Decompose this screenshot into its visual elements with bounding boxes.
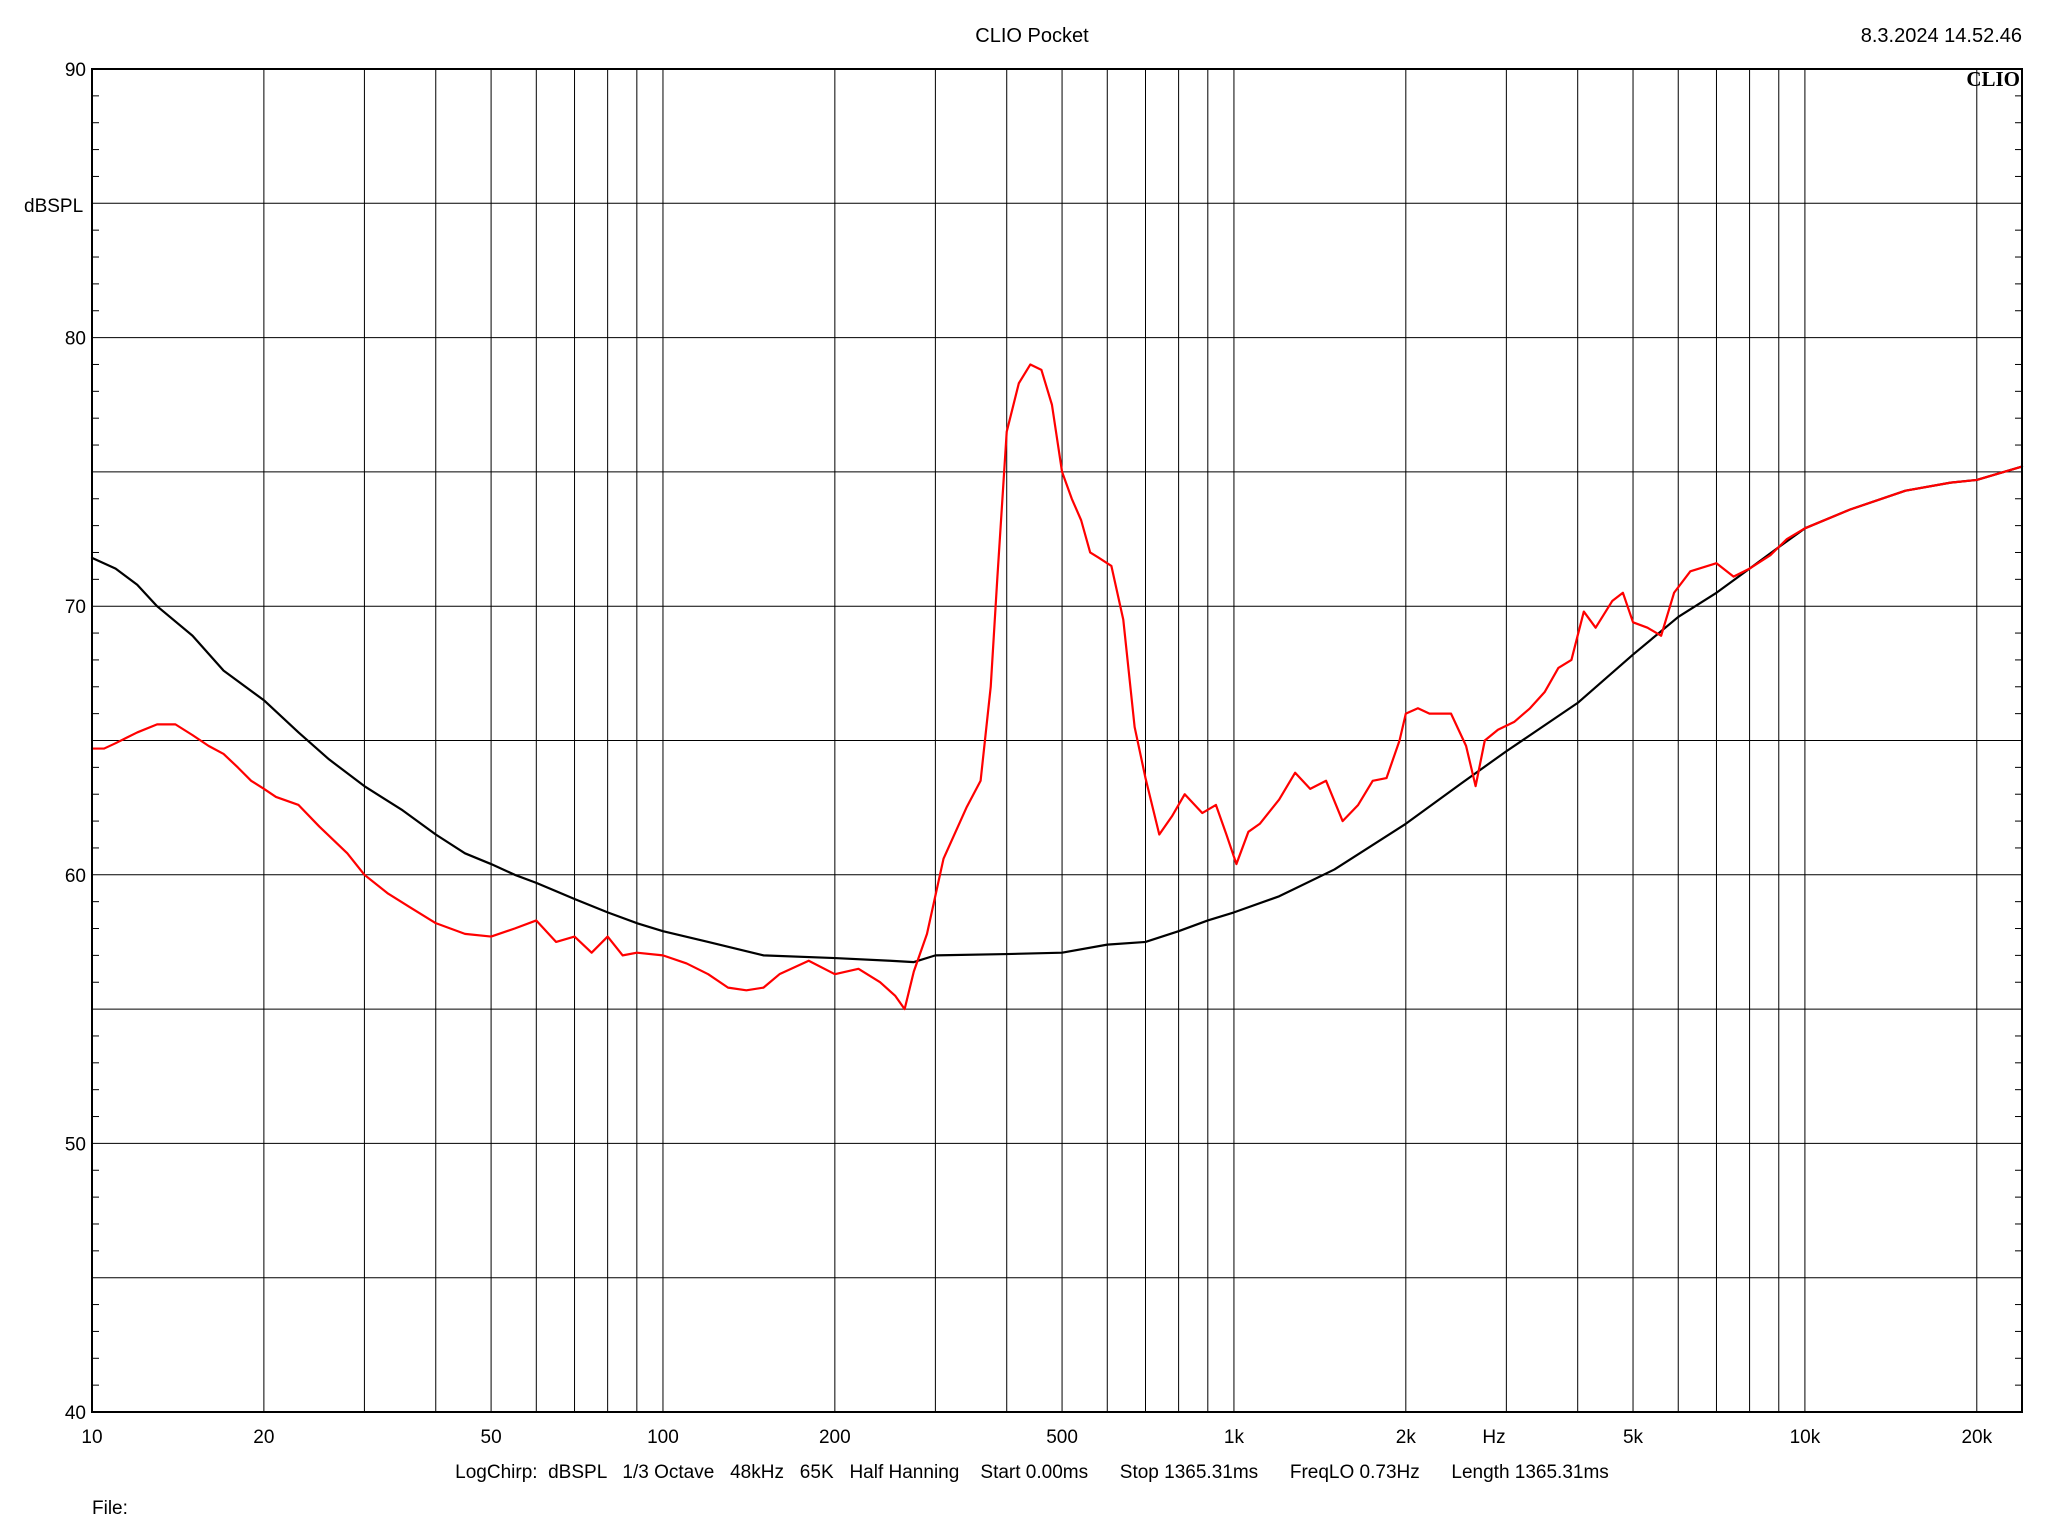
- x-tick-label-50: 50: [481, 1427, 502, 1448]
- x-tick-label-100: 100: [647, 1427, 679, 1448]
- x-tick-label-500: 500: [1046, 1427, 1078, 1448]
- y-tick-label-70: 70: [65, 597, 86, 618]
- x-axis-label: Hz: [1482, 1427, 1505, 1448]
- measurement-settings: LogChirp: dBSPL 1/3 Octave 48kHz 65K Hal…: [455, 1462, 1609, 1483]
- minor-ticks: [92, 95, 2022, 1386]
- x-tick-label-200: 200: [819, 1427, 851, 1448]
- y-tick-label-50: 50: [65, 1134, 86, 1155]
- file-label: File:: [92, 1498, 128, 1519]
- x-tick-label-10k: 10k: [1790, 1427, 1821, 1448]
- timestamp: 8.3.2024 14.52.46: [1861, 25, 2022, 47]
- grid: [92, 69, 2022, 1412]
- x-tick-label-20: 20: [253, 1427, 274, 1448]
- clio-logo: CLIO: [1966, 67, 2020, 91]
- y-tick-labels: 40 50 60 70 80 90: [65, 60, 86, 1424]
- series-line-2: [90, 363, 2024, 1011]
- x-tick-labels: 10 20 50 100 200 500 1k 2k 5k 10k 20k: [81, 1427, 1992, 1448]
- plot-frame: [91, 68, 2023, 1413]
- x-tick-label-10: 10: [81, 1427, 102, 1448]
- y-axis-label: dBSPL: [24, 196, 83, 217]
- y-tick-label-60: 60: [65, 866, 86, 887]
- series-line-1: [90, 465, 2024, 964]
- x-tick-label-5k: 5k: [1623, 1427, 1644, 1448]
- x-tick-label-20k: 20k: [1961, 1427, 1992, 1448]
- x-tick-label-1k: 1k: [1224, 1427, 1245, 1448]
- chart-title: CLIO Pocket: [975, 25, 1089, 47]
- y-tick-label-90: 90: [65, 60, 86, 81]
- y-tick-label-40: 40: [65, 1403, 86, 1424]
- series-group: [90, 363, 2024, 1011]
- y-tick-label-80: 80: [65, 329, 86, 350]
- x-tick-label-2k: 2k: [1396, 1427, 1417, 1448]
